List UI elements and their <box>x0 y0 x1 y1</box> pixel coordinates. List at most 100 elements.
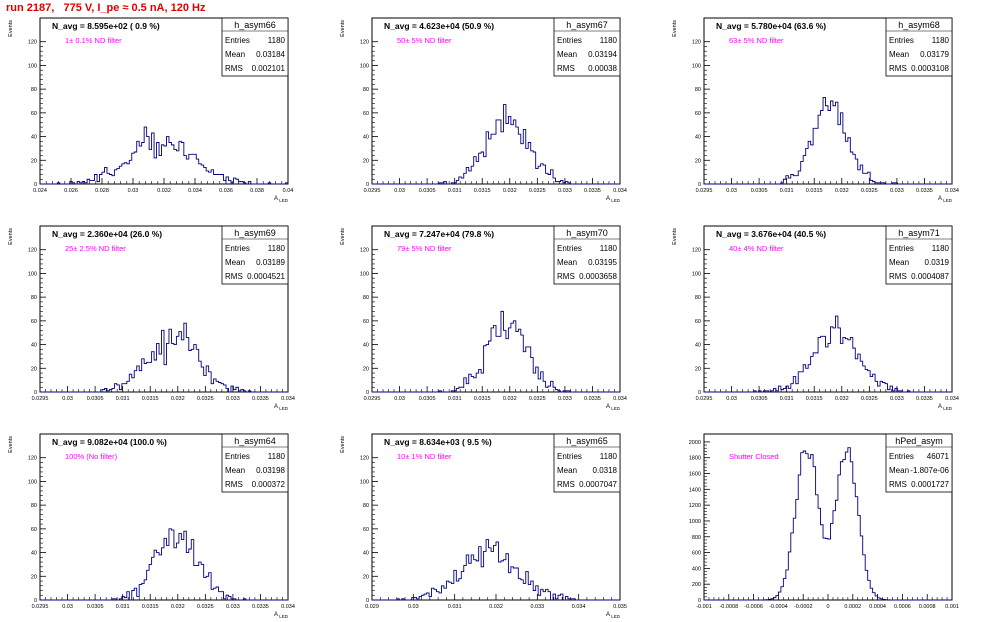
x-tick-label: 0.026 <box>64 188 78 194</box>
filter-annotation: 10± 1% ND filter <box>397 452 452 461</box>
stats-rms-label: RMS <box>557 64 575 73</box>
y-tick-label: 80 <box>363 295 369 301</box>
x-tick-label: 0.031 <box>116 604 130 610</box>
x-tick-label: 0.0315 <box>806 188 823 194</box>
x-tick-label: 0.034 <box>613 188 627 194</box>
y-tick-label: 60 <box>31 111 37 117</box>
histogram-series <box>372 539 620 601</box>
histogram-panel-h_asym71: 0 20 40 60 80 100 120 0.0295 0.03 0.0305 0.031 0.03… <box>672 225 959 411</box>
stats-entries-value: 1180 <box>600 244 618 253</box>
x-tick-label: 0.0335 <box>252 396 269 402</box>
filter-annotation: 40± 4% ND filter <box>729 244 784 253</box>
x-tick-label: 0.034 <box>188 188 202 194</box>
stats-mean-label: Mean <box>889 466 909 475</box>
x-tick-label: 0.032 <box>503 188 517 194</box>
x-tick-label: 0.03 <box>726 188 737 194</box>
stats-rms-label: RMS <box>889 64 907 73</box>
x-tick-label: -0.001 <box>696 604 712 610</box>
n-avg-label: N_avg = 8.595e+02 ( 0.9 %) <box>52 21 160 31</box>
n-avg-label: N_avg = 2.360e+04 (26.0 %) <box>52 229 162 239</box>
y-tick-label: 100 <box>692 271 701 277</box>
y-tick-label: 80 <box>695 87 701 93</box>
stats-entries-value: 1180 <box>600 36 618 45</box>
y-tick-label: 20 <box>695 366 701 372</box>
histogram-series <box>372 310 620 393</box>
n-avg-label: N_avg = 3.676e+04 (40.5 %) <box>716 229 826 239</box>
x-tick-label: 0.03 <box>726 396 737 402</box>
y-tick-label: 120 <box>28 456 37 462</box>
x-axis-title: A LED <box>938 196 953 203</box>
histogram-panel-h_asym68: 0 20 40 60 80 100 120 0.0295 0.03 0.0305 0.031 0.03… <box>672 17 959 203</box>
histogram-panel-h_asym70: 0 20 40 60 80 100 120 0.0295 0.03 0.0305 0.031 0.03… <box>340 225 627 411</box>
histogram-series <box>40 126 289 185</box>
stats-mean-label: Mean <box>225 50 245 59</box>
y-tick-label: 80 <box>363 87 369 93</box>
stats-mean-label: Mean <box>225 466 245 475</box>
stats-mean-value: 0.03179 <box>920 50 949 59</box>
stats-rms-value: 0.00038 <box>588 64 617 73</box>
x-axis-title: A LED <box>606 404 621 411</box>
stats-box <box>221 17 289 77</box>
histogram-panel-h_asym67: 0 20 40 60 80 100 120 0.0295 0.03 0.0305 0.031 0.03… <box>340 17 627 203</box>
x-tick-label: 0.031 <box>116 396 130 402</box>
stats-entries-value: 46071 <box>927 452 950 461</box>
stats-entries-label: Entries <box>225 244 250 253</box>
histogram-name: h_asym67 <box>566 20 608 30</box>
n-avg-label: N_avg = 4.623e+04 (50.9 %) <box>384 21 494 31</box>
x-tick-label: 0.031 <box>780 396 794 402</box>
histogram-panel-h_asym64: 0 20 40 60 80 100 120 0.0295 0.03 0.0305 0.031 0.03… <box>8 433 295 619</box>
y-tick-label: 1000 <box>689 519 701 525</box>
y-axis-title: Events <box>672 228 678 245</box>
stats-rms-label: RMS <box>889 480 907 489</box>
x-tick-label: 0.0305 <box>419 188 436 194</box>
stats-rms-label: RMS <box>225 272 243 281</box>
y-tick-label: 100 <box>360 63 369 69</box>
y-tick-label: 0 <box>34 598 37 604</box>
filter-annotation: Shutter Closed <box>729 452 779 461</box>
y-tick-label: 60 <box>695 319 701 325</box>
y-tick-label: 40 <box>363 135 369 141</box>
x-tick-label: 0.032 <box>171 604 185 610</box>
x-tick-label: 0.0305 <box>87 604 104 610</box>
histogram-series <box>704 447 952 601</box>
x-tick-label: 0.0315 <box>474 396 491 402</box>
filter-annotation: 25± 2.5% ND filter <box>65 244 126 253</box>
x-axis-title: A LED <box>274 196 289 203</box>
stats-entries-value: 1180 <box>268 244 286 253</box>
histogram-series <box>40 528 288 601</box>
stats-entries-label: Entries <box>889 244 914 253</box>
y-tick-label: 80 <box>31 503 37 509</box>
x-tick-label: 0.0325 <box>197 604 214 610</box>
y-tick-label: 20 <box>31 574 37 580</box>
y-axis-title: Events <box>8 436 14 453</box>
stats-entries-value: 1180 <box>268 452 286 461</box>
y-tick-label: 40 <box>31 135 37 141</box>
y-tick-label: 80 <box>31 295 37 301</box>
y-tick-label: 1400 <box>689 487 701 493</box>
y-tick-label: 100 <box>360 479 369 485</box>
x-tick-label: 0.033 <box>226 396 240 402</box>
stats-rms-label: RMS <box>557 480 575 489</box>
x-tick-label: 0.03 <box>62 604 73 610</box>
histogram-name: h_asym71 <box>898 228 940 238</box>
stats-mean-value: 0.0319 <box>925 258 950 267</box>
histogram-name: h_asym68 <box>898 20 940 30</box>
histogram-panel-h_asym66: 0 20 40 60 80 100 120 0.024 0.026 0.028 0.03 0.032 0… <box>8 17 293 203</box>
stats-box <box>221 433 289 493</box>
x-tick-label: 0.0305 <box>419 396 436 402</box>
x-tick-label: 0.0335 <box>916 188 933 194</box>
stats-mean-label: Mean <box>889 50 909 59</box>
stats-mean-label: Mean <box>557 466 577 475</box>
x-tick-label: 0.036 <box>219 188 233 194</box>
y-tick-label: 20 <box>695 158 701 164</box>
x-axis-title: A LED <box>606 612 621 619</box>
x-tick-label: -0.0002 <box>794 604 813 610</box>
x-tick-label: 0.03 <box>128 188 139 194</box>
stats-rms-label: RMS <box>225 480 243 489</box>
y-tick-label: 80 <box>31 87 37 93</box>
histogram-name: h_asym66 <box>234 20 276 30</box>
x-tick-label: 0.033 <box>890 396 904 402</box>
y-tick-label: 80 <box>363 503 369 509</box>
x-tick-label: 0.0295 <box>696 396 713 402</box>
y-tick-label: 100 <box>360 271 369 277</box>
